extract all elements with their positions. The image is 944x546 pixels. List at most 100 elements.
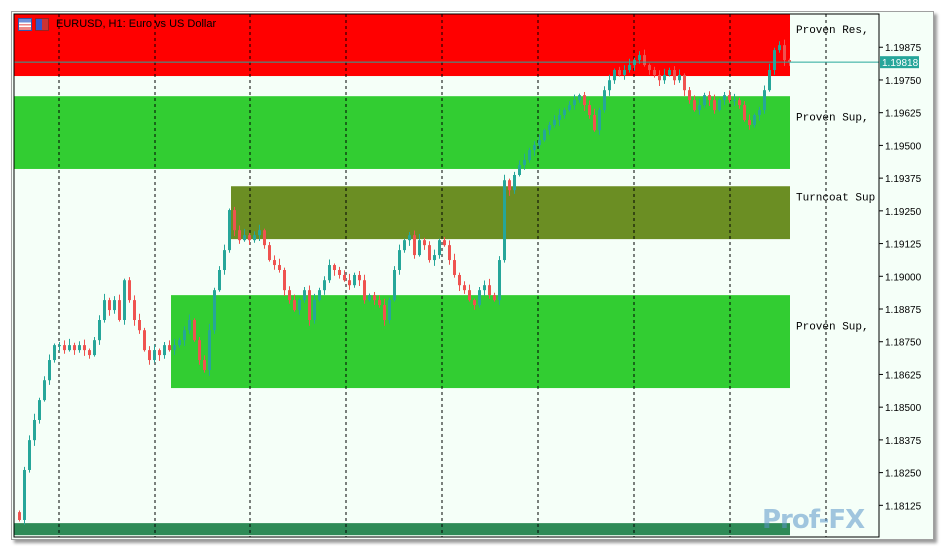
- price-chart[interactable]: Proven Res, Proven Sup, Turncoat Sup Proven…: [12, 12, 933, 539]
- candle-body: [788, 60, 791, 63]
- candle-body: [383, 305, 386, 320]
- candle-body: [553, 120, 556, 125]
- candle-body: [103, 300, 106, 320]
- candle-body: [208, 330, 211, 370]
- y-tick-label: 1.19000: [885, 272, 922, 283]
- candle-body: [608, 80, 611, 91]
- zone-support: [171, 295, 790, 389]
- candle-body: [38, 400, 41, 420]
- y-tick-label: 1.19875: [885, 43, 922, 54]
- watermark-logo: Prof-FX: [762, 505, 865, 535]
- candle-body: [368, 295, 371, 301]
- candle-body: [408, 235, 411, 241]
- candle-body: [478, 290, 481, 306]
- candle-body: [83, 345, 86, 351]
- y-tick-label: 1.19625: [885, 109, 922, 120]
- candle-body: [743, 105, 746, 121]
- candle-body: [263, 230, 266, 246]
- candle-body: [58, 345, 61, 347]
- candle-body: [488, 285, 491, 296]
- candle-body: [528, 150, 531, 161]
- candle-body: [443, 240, 446, 246]
- candle-body: [728, 95, 731, 101]
- candle-body: [498, 260, 501, 301]
- candle-body: [563, 110, 566, 116]
- candle-body: [28, 440, 31, 470]
- candle-body: [88, 350, 91, 356]
- y-tick-label: 1.18625: [885, 370, 922, 381]
- candle-body: [518, 165, 521, 175]
- candle-body: [783, 45, 786, 61]
- candle-body: [228, 210, 231, 251]
- candle-body: [113, 300, 116, 311]
- candle-body: [163, 345, 166, 356]
- candle-body: [643, 55, 646, 66]
- y-tick-label: 1.19500: [885, 141, 922, 152]
- candle-body: [323, 280, 326, 291]
- candle-body: [268, 245, 271, 261]
- chart-window[interactable]: Proven Res, Proven Sup, Turncoat Sup Proven…: [11, 11, 934, 540]
- candle-body: [338, 270, 341, 275]
- candle-body: [183, 330, 186, 341]
- zone-label: Turncoat Sup: [796, 193, 875, 205]
- candle-body: [238, 230, 241, 241]
- candle-body: [68, 345, 71, 351]
- candle-body: [243, 235, 246, 241]
- candle-body: [688, 90, 691, 101]
- candle-body: [653, 70, 656, 75]
- y-tick-label: 1.18750: [885, 338, 922, 349]
- candle-body: [153, 350, 156, 361]
- candle-body: [403, 240, 406, 251]
- candle-body: [328, 265, 331, 281]
- chart-window-icon: [18, 18, 32, 31]
- zone-turncoat: [231, 186, 790, 240]
- candle-body: [143, 330, 146, 351]
- candle-body: [723, 95, 726, 101]
- candle-body: [308, 290, 311, 320]
- candle-body: [193, 319, 196, 341]
- candle-body: [748, 120, 751, 125]
- candle-body: [513, 174, 516, 191]
- candle-body: [298, 300, 301, 311]
- candle-body: [533, 145, 536, 151]
- price-scale: [879, 14, 933, 537]
- candle-body: [218, 270, 221, 291]
- candle-body: [288, 290, 291, 301]
- candle-body: [123, 280, 126, 320]
- candle-body: [313, 300, 316, 320]
- y-tick-label: 1.18125: [885, 501, 922, 512]
- candle-body: [508, 180, 511, 191]
- candle-body: [503, 180, 506, 261]
- candle-body: [573, 100, 576, 106]
- candle-body: [493, 295, 496, 301]
- candle-body: [673, 70, 676, 81]
- candle-body: [593, 115, 596, 131]
- candle-body: [78, 345, 81, 351]
- y-tick-label: 1.18500: [885, 403, 922, 414]
- y-tick-label: 1.18875: [885, 305, 922, 316]
- candle-body: [583, 95, 586, 106]
- candle-body: [128, 280, 131, 301]
- candle-body: [538, 140, 541, 146]
- y-tick-label: 1.19375: [885, 174, 922, 185]
- candle-body: [438, 240, 441, 256]
- candle-body: [663, 74, 666, 81]
- candle-body: [683, 74, 686, 91]
- candle-body: [758, 110, 761, 116]
- candle-body: [753, 115, 756, 125]
- candle-body: [98, 319, 101, 341]
- zone-label: Proven Sup,: [796, 113, 869, 125]
- candle-body: [413, 235, 416, 256]
- candle-body: [158, 350, 161, 356]
- candle-body: [588, 105, 591, 116]
- y-tick-label: 1.19750: [885, 76, 922, 87]
- candle-body: [708, 95, 711, 101]
- candle-body: [233, 210, 236, 231]
- candle-body: [458, 274, 461, 286]
- candle-body: [273, 260, 276, 266]
- candle-body: [693, 100, 696, 111]
- candle-body: [168, 345, 171, 351]
- candle-body: [283, 270, 286, 291]
- candle-body: [703, 95, 706, 106]
- candle-body: [178, 340, 181, 346]
